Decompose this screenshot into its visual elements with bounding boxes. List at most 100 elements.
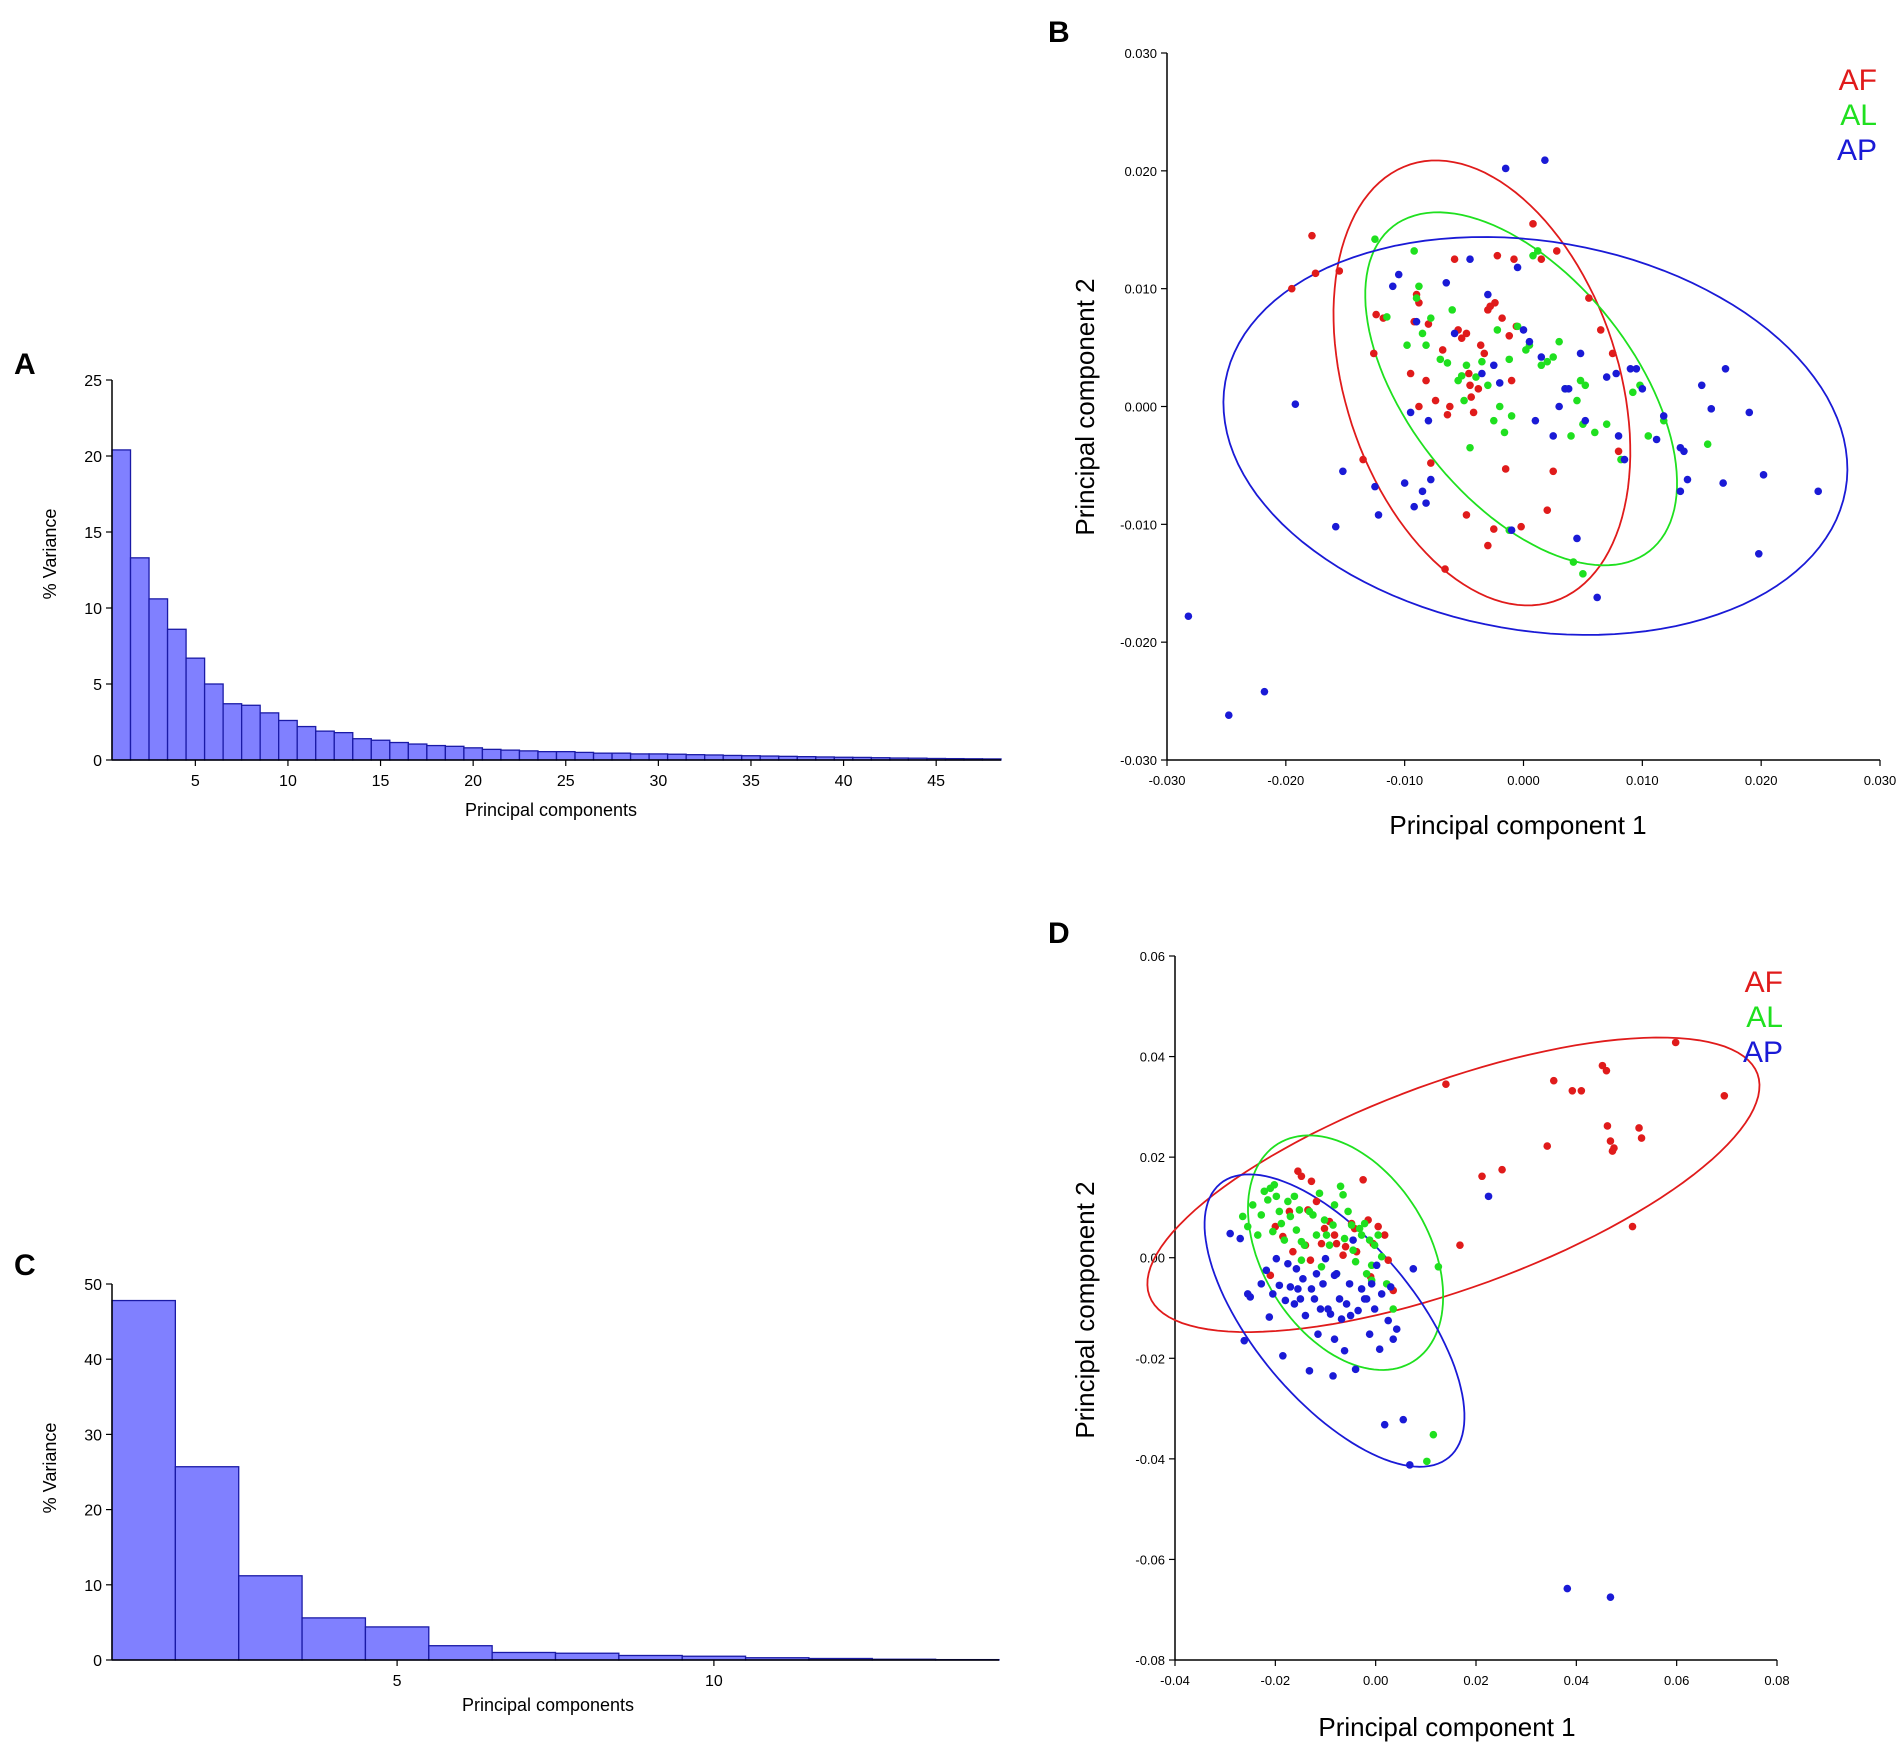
- panel-b-xlabel: Principal component 1: [1389, 810, 1646, 840]
- panel-d-point-ap: [1376, 1345, 1384, 1353]
- panel-b-point-al: [1422, 341, 1430, 349]
- panel-a-bar: [538, 752, 557, 760]
- panel-d-point-al: [1323, 1231, 1331, 1239]
- panel-d-x-tick-label: 0.04: [1564, 1673, 1589, 1688]
- panel-d-point-al: [1293, 1226, 1301, 1234]
- panel-d-point-ap: [1358, 1285, 1366, 1293]
- panel-d-legend-af: AF: [1745, 966, 1783, 999]
- panel-b-point-af: [1439, 346, 1447, 354]
- panel-d-point-ap: [1338, 1315, 1346, 1323]
- panel-a-bar: [575, 752, 594, 760]
- panel-d-point-ap: [1363, 1295, 1371, 1303]
- panel-d-x-tick-label: 0.00: [1363, 1673, 1388, 1688]
- panel-d-x-tick-label: 0.02: [1463, 1673, 1488, 1688]
- panel-c-y-tick-label: 10: [84, 1578, 102, 1595]
- panel-b-point-ap: [1639, 385, 1647, 393]
- panel-d-point-ap: [1291, 1300, 1299, 1308]
- panel-b-point-ap: [1478, 370, 1486, 378]
- panel-a-bar: [205, 684, 224, 760]
- panel-a-bar: [501, 750, 520, 760]
- panel-d-point-ap: [1381, 1421, 1389, 1429]
- panel-d-y-tick-label: -0.04: [1135, 1452, 1165, 1467]
- panel-d-point-al: [1337, 1183, 1345, 1191]
- panel-b-point-af: [1529, 220, 1537, 228]
- panel-b-point-af: [1407, 370, 1415, 378]
- panel-a-bar: [557, 752, 576, 760]
- panel-d-point-af: [1321, 1225, 1329, 1233]
- panel-b-point-af: [1508, 377, 1516, 385]
- panel-a-y-tick-label: 10: [84, 601, 102, 618]
- panel-a-bar: [705, 755, 724, 760]
- panel-b-y-tick-label: -0.010: [1120, 517, 1157, 532]
- panel-b-point-ap: [1755, 550, 1763, 558]
- panel-d-point-af: [1289, 1248, 1297, 1256]
- panel-a-y-tick-label: 25: [84, 373, 102, 390]
- panel-a-bar: [316, 731, 335, 760]
- panel-a-bar: [519, 751, 538, 760]
- panel-b-point-ap: [1502, 165, 1510, 173]
- panel-d-point-ap: [1313, 1270, 1321, 1278]
- panel-d-point-af: [1672, 1039, 1680, 1047]
- panel-b-point-al: [1458, 372, 1466, 380]
- panel-d-y-tick-label: 0.06: [1140, 949, 1165, 964]
- panel-b-point-al: [1494, 326, 1502, 334]
- panel-d-ellipse-af: [1147, 1038, 1759, 1333]
- panel-b-point-ap: [1660, 412, 1668, 420]
- panel-c-bar: [112, 1301, 175, 1660]
- panel-d-point-al: [1389, 1305, 1397, 1313]
- panel-d-point-ap: [1346, 1280, 1354, 1288]
- panel-b-point-al: [1410, 247, 1418, 255]
- panel-b-point-ap: [1565, 385, 1573, 393]
- panel-b-point-al: [1496, 403, 1504, 411]
- panel-a-bar: [223, 704, 242, 760]
- panel-d-x-tick-label: 0.06: [1664, 1673, 1689, 1688]
- panel-b-point-af: [1463, 330, 1471, 338]
- panel-b-point-al: [1508, 412, 1516, 420]
- panel-b-point-ap: [1760, 471, 1768, 479]
- panel-a-bar: [445, 746, 464, 760]
- panel-a-x-tick-label: 5: [191, 773, 200, 790]
- panel-b-point-al: [1570, 558, 1578, 566]
- panel-b-point-al: [1478, 358, 1486, 366]
- panel-a-bar: [242, 705, 261, 760]
- panel-b-point-ap: [1814, 488, 1822, 496]
- panel-b-ellipse-al: [1365, 212, 1677, 565]
- panel-d-point-af: [1308, 1177, 1316, 1185]
- panel-d-point-af: [1456, 1241, 1464, 1249]
- panel-d-point-ap: [1564, 1585, 1572, 1593]
- panel-b-point-al: [1501, 429, 1509, 437]
- panel-b-point-al: [1415, 283, 1423, 291]
- panel-d-point-al: [1254, 1231, 1262, 1239]
- panel-d-point-af: [1569, 1087, 1577, 1095]
- panel-d-point-ap: [1311, 1295, 1319, 1303]
- panel-b-point-af: [1370, 350, 1378, 358]
- panel-b-plot: -0.030-0.020-0.0100.0000.0100.0200.030-0…: [1120, 46, 1896, 788]
- panel-b-point-al: [1448, 306, 1456, 314]
- panel-b-point-al: [1371, 235, 1379, 243]
- panel-b-point-ap: [1339, 468, 1347, 476]
- panel-b-legend-af: AF: [1839, 64, 1877, 97]
- panel-d-point-ap: [1354, 1307, 1362, 1315]
- panel-b-point-ap: [1185, 612, 1193, 620]
- panel-d-point-af: [1384, 1256, 1392, 1264]
- panel-d-point-af: [1629, 1223, 1637, 1231]
- panel-b-point-af: [1470, 409, 1478, 417]
- panel-b-point-af: [1415, 403, 1423, 411]
- panel-c-x-tick-label: 10: [705, 1673, 723, 1690]
- panel-c-bar: [556, 1653, 619, 1660]
- panel-b-point-ap: [1442, 279, 1450, 287]
- panel-d-point-ap: [1282, 1297, 1290, 1305]
- panel-b-point-ap: [1573, 535, 1581, 543]
- panel-b-point-af: [1494, 252, 1502, 260]
- panel-label-a: A: [14, 348, 36, 381]
- panel-d-point-al: [1281, 1236, 1289, 1244]
- panel-b-point-af: [1467, 393, 1475, 401]
- panel-d-point-ap: [1327, 1310, 1335, 1318]
- panel-b-point-ap: [1451, 330, 1459, 338]
- panel-d-point-af: [1331, 1231, 1339, 1239]
- panel-d-point-ap: [1343, 1300, 1351, 1308]
- panel-d-point-al: [1371, 1241, 1379, 1249]
- panel-c-bar: [492, 1652, 555, 1660]
